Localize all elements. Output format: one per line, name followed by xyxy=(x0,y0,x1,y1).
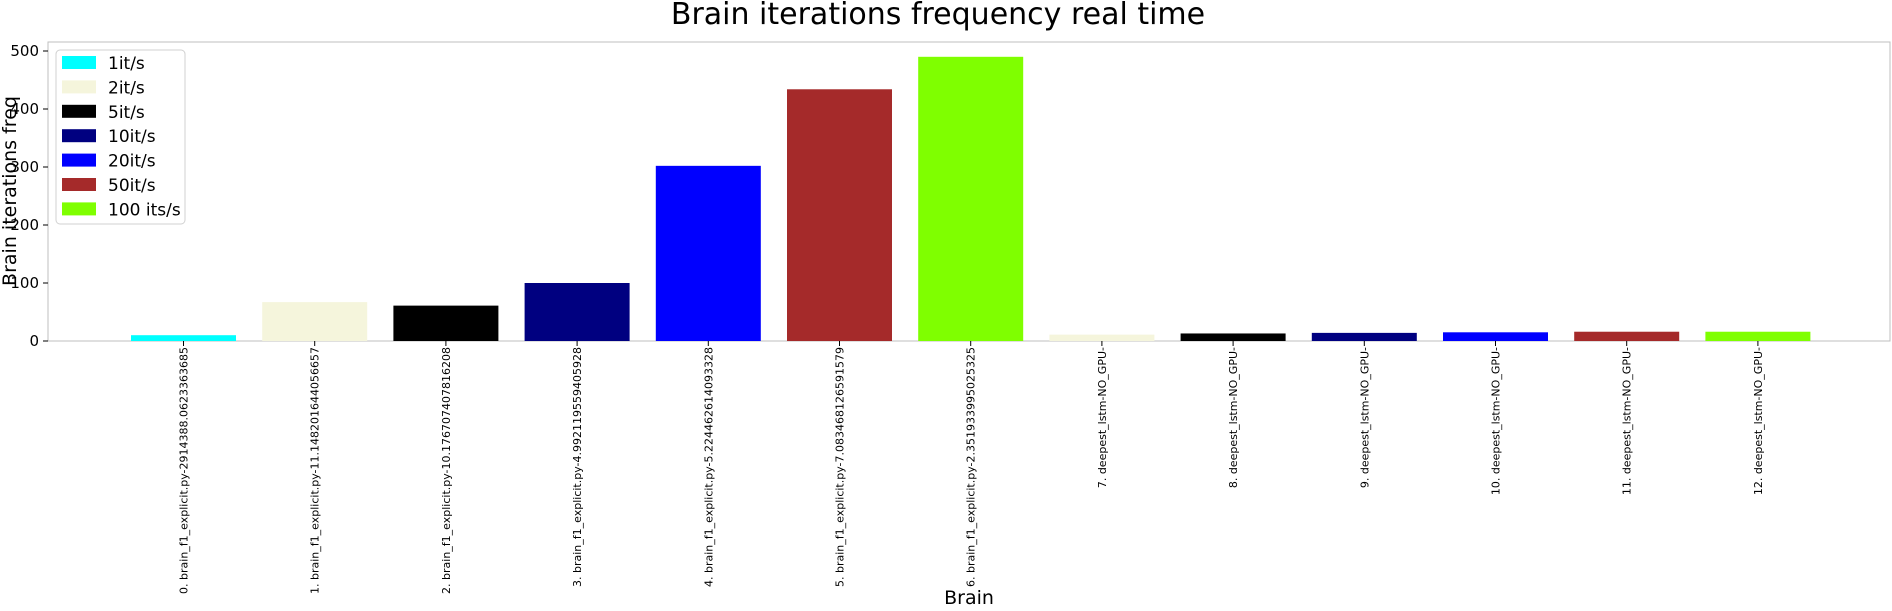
x-tick-label: 3. brain_f1_explicit.py-4.99211955940592… xyxy=(571,347,584,587)
legend-label: 50it/s xyxy=(108,176,156,196)
y-tick-label: 500 xyxy=(10,42,39,60)
bar xyxy=(393,305,499,341)
bar xyxy=(1443,332,1548,341)
x-tick-label: 10. deepest_lstm-NO_GPU- xyxy=(1490,347,1503,495)
x-tick-label: 4. brain_f1_explicit.py-5.22446261409332… xyxy=(702,347,715,587)
bar xyxy=(787,89,892,341)
bar xyxy=(1049,334,1155,341)
x-axis-title: Brain xyxy=(944,587,994,609)
y-axis: 0 100 200 300 400 500 xyxy=(10,42,48,350)
y-tick-label: 0 xyxy=(29,332,39,350)
x-tick-label: 1. brain_f1_explicit.py-11.1482016440566… xyxy=(309,347,322,594)
bar xyxy=(1574,331,1680,341)
x-tick-label: 9. deepest_lstm-NO_GPU- xyxy=(1358,347,1371,488)
x-tick-label: 5. brain_f1_explicit.py-7.08346812659157… xyxy=(834,347,847,587)
bar xyxy=(1180,333,1286,341)
x-tick-label: 2. brain_f1_explicit.py-10.1767074078162… xyxy=(440,347,453,594)
legend-label: 10it/s xyxy=(108,127,156,147)
bar xyxy=(524,283,630,341)
y-tick-label: 300 xyxy=(10,158,39,176)
legend-label: 100 its/s xyxy=(108,200,181,220)
bar xyxy=(1311,332,1417,341)
legend-label: 2it/s xyxy=(108,78,145,98)
y-tick-label: 100 xyxy=(10,274,39,292)
legend-swatch xyxy=(62,202,96,216)
legend-swatch xyxy=(62,129,96,143)
bar xyxy=(262,302,368,341)
x-tick-label: 6. brain_f1_explicit.py-2.35193399502532… xyxy=(965,347,978,587)
bar xyxy=(918,56,1024,342)
chart-title: Brain iterations frequency real time xyxy=(671,0,1205,32)
legend-swatch xyxy=(62,153,96,167)
bar xyxy=(131,335,236,341)
bar xyxy=(655,165,761,341)
legend-label: 20it/s xyxy=(108,152,156,172)
x-tick-label: 0. brain_f1_explicit.py-2914388.06233636… xyxy=(178,347,191,594)
x-tick-label: 12. deepest_lstm-NO_GPU- xyxy=(1752,347,1765,495)
x-tick-label: 7. deepest_lstm-NO_GPU- xyxy=(1096,347,1109,488)
legend-swatch xyxy=(62,80,96,94)
legend-label: 1it/s xyxy=(108,54,145,74)
x-tick-label: 11. deepest_lstm-NO_GPU- xyxy=(1621,347,1634,495)
x-axis: 0. brain_f1_explicit.py-2914388.06233636… xyxy=(178,341,1765,594)
x-tick-label: 8. deepest_lstm-NO_GPU- xyxy=(1227,347,1240,488)
legend-swatch xyxy=(62,104,96,118)
legend-label: 5it/s xyxy=(108,103,145,123)
y-tick-label: 200 xyxy=(10,216,39,234)
y-axis-title: Brain iterations freq xyxy=(0,96,21,286)
legend-swatch xyxy=(62,56,96,69)
legend-swatch xyxy=(62,178,96,191)
legend: 1it/s 2it/s 5it/s 10it/s 20it/s 50it/s 100 its… xyxy=(55,49,186,225)
bars xyxy=(131,56,1811,342)
y-tick-label: 400 xyxy=(10,100,39,118)
bar xyxy=(1705,331,1811,341)
